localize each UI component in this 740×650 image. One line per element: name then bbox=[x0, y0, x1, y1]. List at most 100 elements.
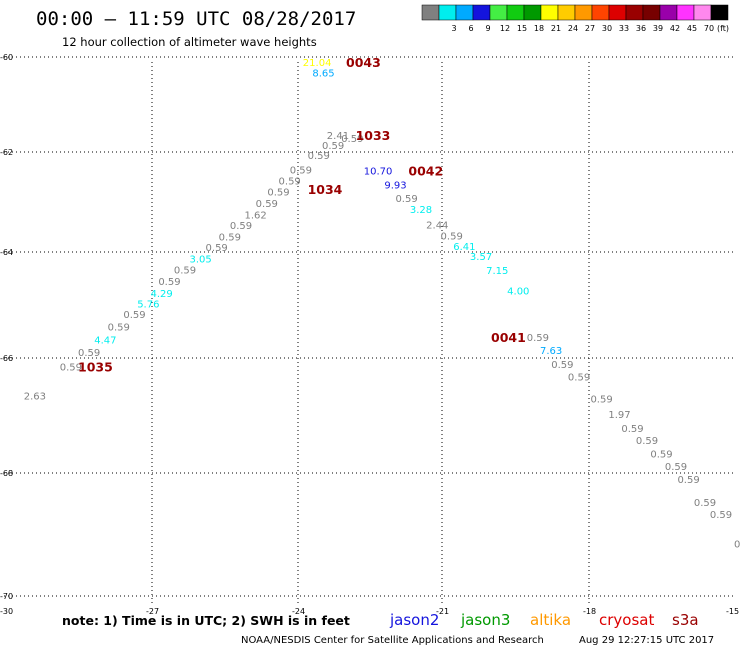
scale-label: 21 bbox=[551, 24, 561, 33]
scale-swatch bbox=[659, 4, 678, 21]
pass-time: 0042 bbox=[408, 164, 443, 179]
scale-swatch bbox=[676, 4, 695, 21]
swh-value: 0.59 bbox=[256, 199, 278, 210]
x-tick-label: -15 bbox=[726, 607, 739, 616]
swh-value: 0.59 bbox=[734, 540, 740, 551]
scale-label: 12 bbox=[500, 24, 510, 33]
swh-value: 6.41 bbox=[453, 242, 475, 253]
swh-value: 2.63 bbox=[24, 391, 46, 402]
pass-time-labels: 10351034103300420043004100400807 bbox=[78, 55, 526, 375]
swh-value: 0.59 bbox=[78, 348, 100, 359]
scale-label: 36 bbox=[636, 24, 646, 33]
x-tick-label: -27 bbox=[146, 607, 159, 616]
scale-label: 15 bbox=[517, 24, 527, 33]
scale-swatch bbox=[455, 4, 474, 21]
swh-value: 4.29 bbox=[151, 289, 173, 300]
scale-label: 27 bbox=[585, 24, 595, 33]
swh-value: 7.63 bbox=[540, 346, 562, 357]
color-scale-legend: 3 6 9 12 15 18 21 24 27 30 33 36 39 42 45 70 (ft) bbox=[421, 4, 729, 33]
grid-lines bbox=[4, 56, 734, 605]
scale-swatch bbox=[710, 4, 729, 21]
y-tick-labels: -60 -62 -64 -66 -68 -70 bbox=[0, 53, 13, 601]
scale-label: 39 bbox=[653, 24, 663, 33]
credit-text: NOAA/NESDIS Center for Satellite Applica… bbox=[241, 635, 544, 646]
swh-value: 0.59 bbox=[441, 232, 463, 243]
scale-swatch bbox=[506, 4, 525, 21]
scale-label: 70 bbox=[704, 24, 714, 33]
scale-label: 45 bbox=[687, 24, 697, 33]
swh-value: 0.59 bbox=[677, 475, 699, 486]
y-tick-label: -60 bbox=[0, 53, 13, 62]
swh-value: 0.59 bbox=[650, 449, 672, 460]
swh-value: 3.05 bbox=[189, 254, 211, 265]
satellite-cryosat: cryosat bbox=[599, 611, 654, 629]
swh-value: 0.59 bbox=[621, 424, 643, 435]
y-tick-label: -62 bbox=[0, 148, 13, 157]
satellite-s3a: s3a bbox=[672, 611, 699, 629]
satellite-legend: jason2 jason3 altika cryosat s3a bbox=[389, 611, 699, 629]
swh-value: 1.62 bbox=[244, 211, 266, 222]
swh-value: 0.59 bbox=[267, 188, 289, 199]
x-tick-label: -18 bbox=[583, 607, 596, 616]
swh-value: 0.59 bbox=[123, 310, 145, 321]
swh-value: 2.44 bbox=[426, 221, 448, 232]
swh-value: 0.59 bbox=[568, 372, 590, 383]
swh-value: 0.59 bbox=[108, 323, 130, 334]
swh-value: 0.59 bbox=[694, 498, 716, 509]
swh-value: 0.59 bbox=[665, 462, 687, 473]
scale-label: 42 bbox=[670, 24, 680, 33]
scale-label: 30 bbox=[602, 24, 612, 33]
swh-value: 3.28 bbox=[410, 205, 432, 216]
chart-title: 00:00 – 11:59 UTC 08/28/2017 bbox=[36, 8, 356, 30]
x-tick-labels: -30 -27 -24 -21 -18 -15 bbox=[0, 607, 739, 616]
pass-time: 1035 bbox=[78, 360, 113, 375]
swh-value: 4.47 bbox=[94, 335, 116, 346]
swh-value: 0.59 bbox=[219, 233, 241, 244]
satellite-altika: altika bbox=[530, 611, 571, 629]
swh-value: 0.59 bbox=[341, 134, 363, 145]
scale-swatch bbox=[540, 4, 559, 21]
scale-swatch bbox=[489, 4, 508, 21]
swh-value: 0.59 bbox=[158, 277, 180, 288]
swh-value: 0.59 bbox=[322, 141, 344, 152]
swh-value: 2.41 bbox=[327, 131, 349, 142]
swh-value: 0.59 bbox=[290, 166, 312, 177]
swh-value: 0.59 bbox=[174, 265, 196, 276]
satellite-jason3: jason3 bbox=[460, 611, 510, 629]
swh-value: 21.04 bbox=[303, 58, 332, 69]
scale-swatch bbox=[591, 4, 610, 21]
timestamp-text: Aug 29 12:27:15 UTC 2017 bbox=[579, 635, 714, 646]
scale-swatch bbox=[693, 4, 712, 21]
pass-time: 0041 bbox=[491, 330, 526, 345]
scale-label: 9 bbox=[485, 24, 490, 33]
scale-swatch bbox=[421, 4, 440, 21]
scale-label: 24 bbox=[568, 24, 578, 33]
scale-label: 3 bbox=[451, 24, 456, 33]
pass-time: 1034 bbox=[308, 182, 343, 197]
y-tick-label: -70 bbox=[0, 592, 13, 601]
swh-value: 9.93 bbox=[384, 181, 406, 192]
swh-value: 7.15 bbox=[486, 266, 508, 277]
swh-value: 0.59 bbox=[527, 333, 549, 344]
swh-value: 3.57 bbox=[470, 252, 492, 263]
scale-swatch bbox=[574, 4, 593, 21]
scale-swatch bbox=[438, 4, 457, 21]
chart-subtitle: 12 hour collection of altimeter wave hei… bbox=[62, 35, 317, 49]
swh-value: 0.59 bbox=[206, 243, 228, 254]
satellite-jason2: jason2 bbox=[389, 611, 439, 629]
wave-height-labels: 2.630.590.594.470.590.595.764.290.590.59… bbox=[24, 58, 740, 551]
scale-swatch bbox=[523, 4, 542, 21]
x-tick-label: -30 bbox=[0, 607, 13, 616]
x-tick-label: -24 bbox=[292, 607, 305, 616]
y-tick-label: -66 bbox=[0, 354, 13, 363]
scale-swatch bbox=[472, 4, 491, 21]
swh-value: 0.59 bbox=[710, 510, 732, 521]
swh-value: 0.59 bbox=[395, 194, 417, 205]
swh-value: 1.97 bbox=[608, 410, 630, 421]
swh-value: 0.59 bbox=[636, 436, 658, 447]
pass-time: 0043 bbox=[346, 55, 381, 70]
swh-value: 0.59 bbox=[590, 394, 612, 405]
swh-value: 0.59 bbox=[308, 151, 330, 162]
swh-value: 4.00 bbox=[507, 287, 529, 298]
